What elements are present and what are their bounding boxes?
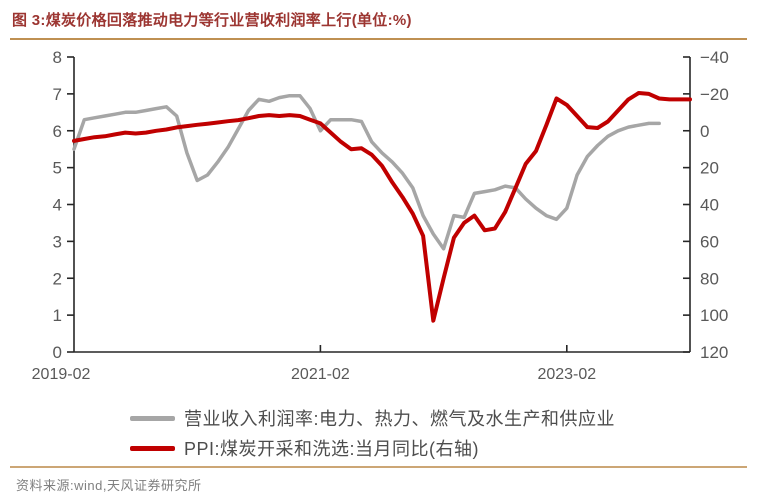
x-axis-tick-label: 2023-02: [537, 366, 596, 383]
right-axis-tick-label: −20: [700, 85, 729, 104]
left-axis-tick-label: 5: [53, 159, 62, 178]
figure-title: 图 3:煤炭价格回落推动电力等行业营收利润率上行(单位:%): [12, 12, 412, 29]
right-axis-tick-label: 60: [700, 232, 719, 251]
right-axis-tick-label: 40: [700, 196, 719, 215]
left-axis-tick-label: 4: [53, 196, 62, 215]
red-line-swatch: [130, 445, 175, 451]
footer-divider-line: [10, 466, 747, 468]
title-divider-line: [10, 38, 747, 40]
left-axis-tick-label: 7: [53, 85, 62, 104]
ppi-coal-line: [72, 91, 692, 323]
data-source: 资料来源:wind,天风证券研究所: [16, 478, 202, 493]
legend-item-revenue-margin: 营业收入利润率:电力、热力、燃气及水生产和供应业: [130, 403, 615, 433]
right-axis-tick-label: 80: [700, 269, 719, 288]
right-axis-tick-label: 120: [700, 343, 728, 362]
left-axis-tick-label: 6: [53, 122, 62, 141]
right-axis-tick-label: 100: [700, 306, 728, 325]
legend-label-revenue-margin: 营业收入利润率:电力、热力、燃气及水生产和供应业: [184, 409, 615, 429]
left-axis-tick-label: 3: [53, 232, 62, 251]
x-axis-tick-label: 2021-02: [291, 366, 350, 383]
right-axis-tick-label: 20: [700, 159, 719, 178]
right-axis-tick-label: 0: [700, 122, 709, 141]
left-axis-tick-label: 8: [53, 48, 62, 67]
legend-item-ppi-coal: PPI:煤炭开采和洗选:当月同比(右轴): [130, 433, 615, 463]
left-axis-tick-label: 0: [53, 343, 62, 362]
left-axis-tick-label: 1: [53, 306, 62, 325]
line-chart: 0 1 2 3 4 5 6 7 8 −40 −20 0 20 40 60 80 100 120 2019-02 202…: [32, 48, 729, 383]
legend-label-ppi-coal: PPI:煤炭开采和洗选:当月同比(右轴): [184, 439, 480, 459]
left-axis-tick-label: 2: [53, 269, 62, 288]
right-axis-tick-label: −40: [700, 48, 729, 67]
chart-legend: 营业收入利润率:电力、热力、燃气及水生产和供应业 PPI:煤炭开采和洗选:当月同…: [130, 403, 615, 463]
x-axis-tick-label: 2019-02: [32, 366, 91, 383]
gray-line-swatch: [130, 415, 175, 421]
figure-title-bar: 图 3:煤炭价格回落推动电力等行业营收利润率上行(单位:%): [12, 9, 745, 30]
revenue-margin-line: [72, 93, 661, 251]
